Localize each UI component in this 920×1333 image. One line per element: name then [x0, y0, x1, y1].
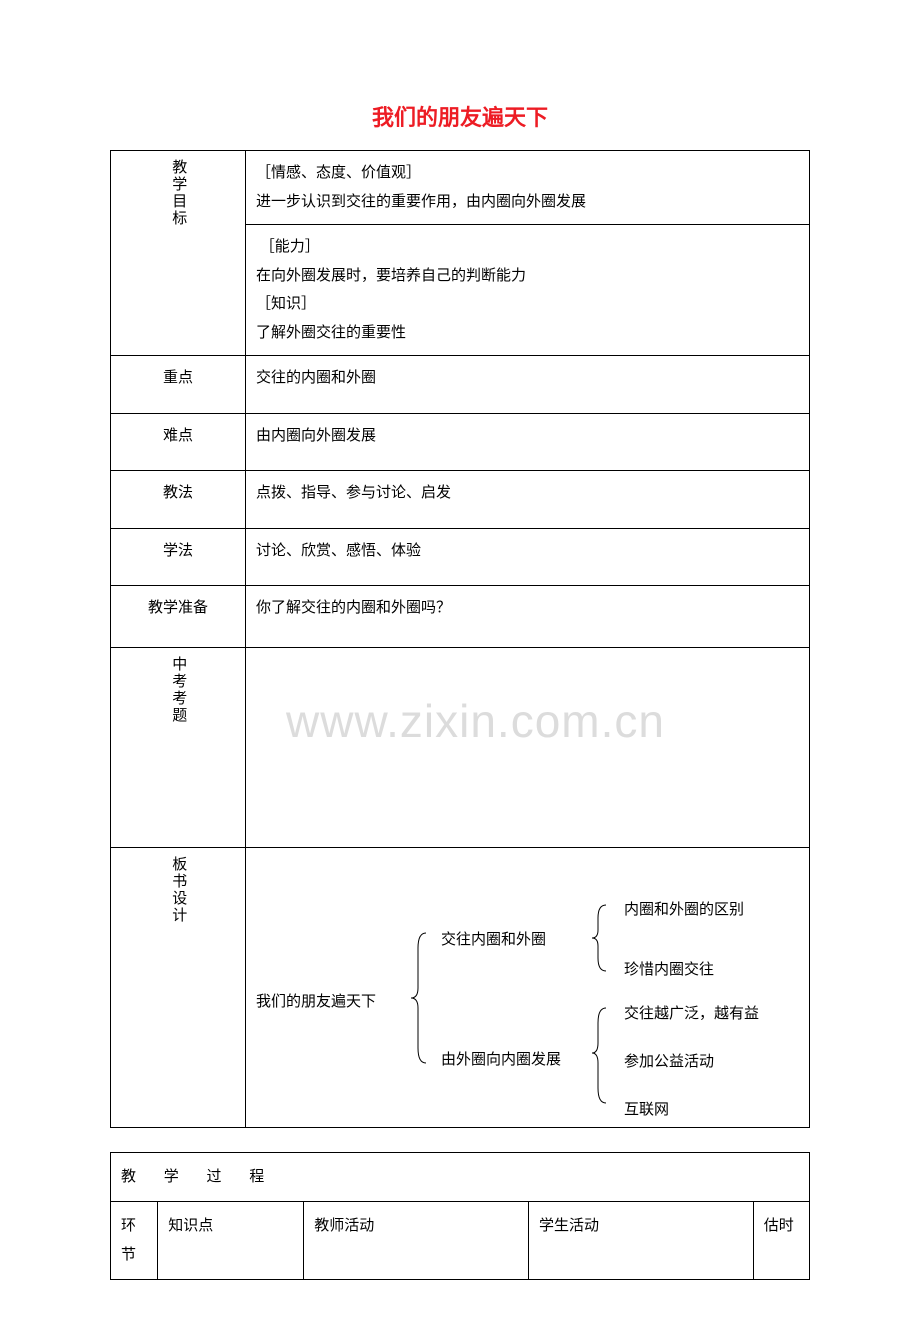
- goal-label-cell: 教学目标: [111, 151, 246, 356]
- row-learn: 学法 讨论、欣赏、感悟、体验: [111, 528, 810, 586]
- col-step: 环节: [111, 1202, 158, 1280]
- prep-text: 你了解交往的内圈和外圈吗？: [246, 586, 810, 648]
- board-root: 我们的朋友遍天下: [256, 988, 406, 1017]
- col-knowledge: 知识点: [158, 1202, 304, 1280]
- learn-text: 讨论、欣赏、感悟、体验: [246, 528, 810, 586]
- process-table: 教 学 过 程 环节 知识点 教师活动 学生活动 估时: [110, 1152, 810, 1281]
- board-branch-1: 交往内圈和外圈: [441, 926, 546, 955]
- diff-text: 由内圈向外圈发展: [246, 413, 810, 471]
- prep-label: 教学准备: [111, 586, 246, 648]
- goal-content-1: ［情感、态度、价值观］ 进一步认识到交往的重要作用，由内圈向外圈发展: [246, 151, 810, 225]
- board-leaf-1: 内圈和外圈的区别: [624, 896, 744, 925]
- process-header: 教 学 过 程: [111, 1152, 810, 1202]
- goal-line-4: 在向外圈发展时，要培养自己的判断能力: [256, 262, 799, 291]
- learn-label: 学法: [111, 528, 246, 586]
- board-label: 板书设计: [164, 856, 193, 924]
- brace-icon: [592, 1008, 606, 1103]
- goal-line-2: 进一步认识到交往的重要作用，由内圈向外圈发展: [256, 188, 799, 217]
- teach-text: 点拨、指导、参与讨论、启发: [246, 471, 810, 529]
- key-label: 重点: [111, 356, 246, 414]
- brace-icon: [411, 933, 426, 1063]
- row-board: 板书设计 我们的朋友遍天下 交往内圈和外圈 由外圈向内圈发展 内圈和外圈的区别 …: [111, 847, 810, 1127]
- process-columns-row: 环节 知识点 教师活动 学生活动 估时: [111, 1202, 810, 1280]
- diff-label: 难点: [111, 413, 246, 471]
- watermark-text: www.zixin.com.cn: [286, 678, 789, 765]
- row-exam: 中考考题 www.zixin.com.cn: [111, 647, 810, 847]
- row-key: 重点 交往的内圈和外圈: [111, 356, 810, 414]
- teach-label: 教法: [111, 471, 246, 529]
- board-leaf-5: 互联网: [624, 1096, 669, 1125]
- col-student: 学生活动: [529, 1202, 754, 1280]
- key-text: 交往的内圈和外圈: [246, 356, 810, 414]
- goal-line-6: 了解外圈交往的重要性: [256, 319, 799, 348]
- goal-line-5: ［知识］: [256, 290, 799, 319]
- board-content: 我们的朋友遍天下 交往内圈和外圈 由外圈向内圈发展 内圈和外圈的区别 珍惜内圈交…: [246, 847, 810, 1127]
- goal-label: 教学目标: [164, 159, 193, 227]
- exam-label: 中考考题: [164, 656, 193, 724]
- page-container: 我们的朋友遍天下 教学目标 ［情感、态度、价值观］ 进一步认识到交往的重要作用，…: [0, 0, 920, 1320]
- process-header-row: 教 学 过 程: [111, 1152, 810, 1202]
- col-teacher: 教师活动: [304, 1202, 529, 1280]
- goal-line-1: ［情感、态度、价值观］: [256, 159, 799, 188]
- board-leaf-4: 参加公益活动: [624, 1048, 714, 1077]
- goal-line-3: ［能力］: [256, 233, 799, 262]
- brace-icon: [592, 905, 606, 971]
- col-time: 估时: [753, 1202, 809, 1280]
- exam-label-cell: 中考考题: [111, 647, 246, 847]
- board-label-cell: 板书设计: [111, 847, 246, 1127]
- row-prep: 教学准备 你了解交往的内圈和外圈吗？: [111, 586, 810, 648]
- goal-content-2: ［能力］ 在向外圈发展时，要培养自己的判断能力 ［知识］ 了解外圈交往的重要性: [246, 225, 810, 356]
- row-teach: 教法 点拨、指导、参与讨论、启发: [111, 471, 810, 529]
- board-branch-2: 由外圈向内圈发展: [441, 1046, 561, 1075]
- main-table: 教学目标 ［情感、态度、价值观］ 进一步认识到交往的重要作用，由内圈向外圈发展 …: [110, 150, 810, 1128]
- page-title: 我们的朋友遍天下: [110, 100, 810, 132]
- board-leaf-2: 珍惜内圈交往: [624, 956, 714, 985]
- row-diff: 难点 由内圈向外圈发展: [111, 413, 810, 471]
- exam-content: www.zixin.com.cn: [246, 647, 810, 847]
- board-leaf-3: 交往越广泛，越有益: [624, 1000, 759, 1029]
- row-goal-1: 教学目标 ［情感、态度、价值观］ 进一步认识到交往的重要作用，由内圈向外圈发展: [111, 151, 810, 225]
